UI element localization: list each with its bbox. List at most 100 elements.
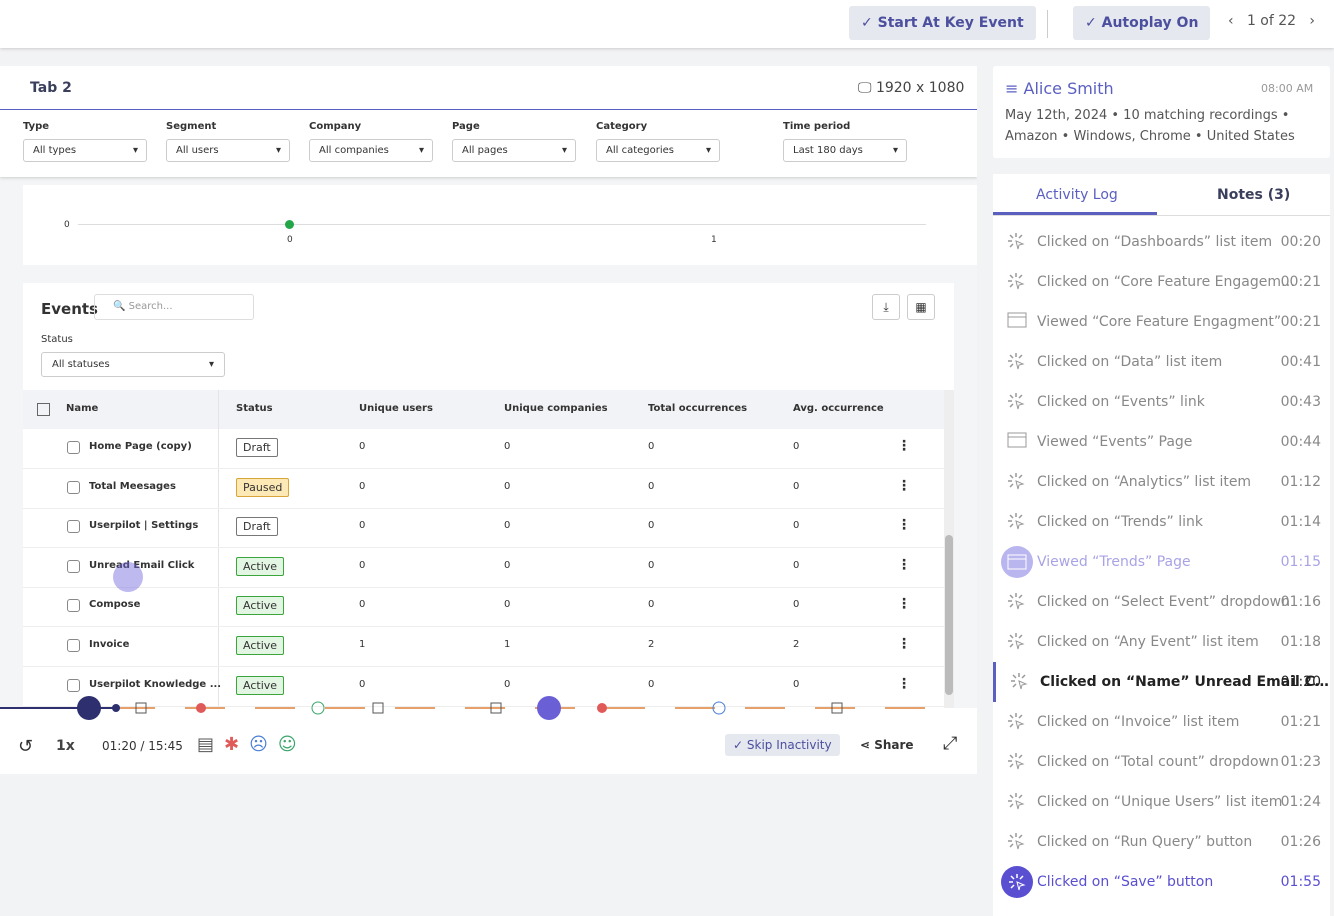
activity-icon bbox=[1007, 272, 1025, 294]
activity-time: 00:21 bbox=[1281, 314, 1321, 330]
start-key-event-button[interactable]: ✓ Start At Key Event bbox=[849, 6, 1036, 40]
activity-item[interactable]: Clicked on “Dashboards” list item00:20 bbox=[993, 222, 1330, 262]
row-menu[interactable]: ⋮ bbox=[897, 438, 911, 454]
download-button[interactable]: ⤓ bbox=[872, 294, 900, 320]
cell-value: 0 bbox=[793, 599, 799, 610]
activity-time: 01:21 bbox=[1281, 714, 1321, 730]
activity-time: 01:16 bbox=[1281, 594, 1321, 610]
rewind-button[interactable]: ↺ bbox=[18, 736, 33, 757]
activity-text: Clicked on “Select Event” dropdown bbox=[1037, 594, 1290, 610]
timeline bbox=[0, 692, 977, 724]
activity-item[interactable]: Viewed “Trends” Page01:15 bbox=[993, 542, 1330, 582]
tab[interactable]: Notes (3) bbox=[1217, 187, 1290, 203]
activity-item[interactable]: Clicked on “Unique Users” list item01:24 bbox=[993, 782, 1330, 822]
row-menu[interactable]: ⋮ bbox=[897, 557, 911, 573]
activity-item[interactable]: Clicked on “Name” Unread Email C…01:20 bbox=[993, 662, 1330, 702]
cell-value: 0 bbox=[648, 441, 654, 452]
column-header: Unique companies bbox=[504, 403, 608, 414]
scrollbar bbox=[944, 390, 954, 708]
row-icon bbox=[67, 481, 80, 494]
activity-item[interactable]: Clicked on “Events” link 00:43 bbox=[993, 382, 1330, 422]
fullscreen-button[interactable]: ⤢ bbox=[943, 733, 957, 754]
cell-value: 0 bbox=[359, 520, 365, 531]
activity-item[interactable]: Clicked on “Select Event” dropdown01:16 bbox=[993, 582, 1330, 622]
dropdown-arrow: ▾ bbox=[562, 145, 567, 156]
filter-select[interactable]: All users▾ bbox=[166, 139, 290, 162]
activity-item[interactable]: Clicked on “Save” button01:55 bbox=[993, 862, 1330, 902]
autoplay-button[interactable]: ✓ Autoplay On bbox=[1073, 6, 1210, 40]
tab[interactable]: Activity Log bbox=[1036, 187, 1118, 203]
status-badge: Draft bbox=[236, 438, 278, 457]
activity-time: 01:20 bbox=[1281, 674, 1321, 690]
filter-select[interactable]: Last 180 days▾ bbox=[783, 139, 907, 162]
cell-value: 0 bbox=[504, 679, 510, 690]
name: Alice Smith bbox=[1024, 79, 1114, 98]
status-select[interactable]: All statuses▾ bbox=[41, 352, 225, 377]
cell-value: 0 bbox=[793, 520, 799, 531]
reaction-buttons[interactable]: ▤✱☹☺ bbox=[197, 734, 307, 755]
x-label: 0 bbox=[287, 235, 293, 245]
activity-icon bbox=[1007, 312, 1027, 332]
activity-text: Clicked on “Total count” dropdown bbox=[1037, 754, 1279, 770]
activity-item[interactable]: Clicked on “Any Event” list item01:18 bbox=[993, 622, 1330, 662]
cell-value: 0 bbox=[648, 520, 654, 531]
activity-icon bbox=[1007, 472, 1025, 494]
activity-panel: Activity Log Notes (3) Clicked on “Dashb… bbox=[993, 174, 1330, 916]
activity-text: Clicked on “Any Event” list item bbox=[1037, 634, 1259, 650]
pager: ‹ 1 of 22 › bbox=[1228, 13, 1315, 29]
row-menu[interactable]: ⋮ bbox=[897, 676, 911, 692]
cell-value: 0 bbox=[359, 441, 365, 452]
table-row: Total MeesagesPaused0000⋮ bbox=[23, 469, 944, 509]
activity-item[interactable]: Clicked on “Trends” link01:14 bbox=[993, 502, 1330, 542]
row-menu[interactable]: ⋮ bbox=[897, 596, 911, 612]
cell-value: 0 bbox=[793, 441, 799, 452]
activity-item[interactable]: Clicked on “Run Query” button01:26 bbox=[993, 822, 1330, 862]
cell-value: 0 bbox=[648, 599, 654, 610]
activity-icon bbox=[1007, 232, 1025, 254]
row-menu[interactable]: ⋮ bbox=[897, 636, 911, 652]
activity-item[interactable]: Clicked on “Invoice” list item01:21 bbox=[993, 702, 1330, 742]
filter-select[interactable]: All pages▾ bbox=[452, 139, 576, 162]
activity-text: Clicked on “Unique Users” list item bbox=[1037, 794, 1282, 810]
activity-item[interactable]: Viewed “Events” Page00:44 bbox=[993, 422, 1330, 462]
status-badge: Draft bbox=[236, 517, 278, 536]
column-header: Name bbox=[66, 403, 98, 414]
filter-label: Time period bbox=[783, 121, 850, 132]
share-button[interactable]: ⋖ Share bbox=[860, 738, 914, 752]
activity-item[interactable]: Viewed “Core Feature Engagment”00:21 bbox=[993, 302, 1330, 342]
table-row: Home Page (copy)Draft0000⋮ bbox=[23, 429, 944, 469]
dropdown-arrow: ▾ bbox=[276, 145, 281, 156]
activity-time: 01:55 bbox=[1281, 874, 1321, 890]
status-badge: Active bbox=[236, 596, 284, 615]
activity-item[interactable]: Clicked on “Data” list item00:41 bbox=[993, 342, 1330, 382]
event-name: Userpilot Knowledge ... bbox=[89, 679, 221, 690]
activity-time: 00:43 bbox=[1281, 394, 1321, 410]
activity-text: Clicked on “Core Feature Engagem… bbox=[1037, 274, 1295, 290]
activity-time: 01:23 bbox=[1281, 754, 1321, 770]
row-icon bbox=[67, 679, 80, 692]
speed[interactable]: 1x bbox=[56, 738, 75, 754]
columns-button[interactable]: ▦ bbox=[907, 294, 935, 320]
activity-item[interactable]: Clicked on “Core Feature Engagem…00:21 bbox=[993, 262, 1330, 302]
activity-item[interactable]: Clicked on “Analytics” list item01:12 bbox=[993, 462, 1330, 502]
activity-item[interactable]: Clicked on “Total count” dropdown01:23 bbox=[993, 742, 1330, 782]
user-meta: Amazon • Windows, Chrome • United States bbox=[1005, 129, 1295, 144]
row-menu[interactable]: ⋮ bbox=[897, 478, 911, 494]
filter-select[interactable]: All companies▾ bbox=[309, 139, 433, 162]
axis-line bbox=[78, 224, 926, 225]
filter-select[interactable]: All types▾ bbox=[23, 139, 147, 162]
activity-icon bbox=[1007, 792, 1025, 814]
row-menu[interactable]: ⋮ bbox=[897, 517, 911, 533]
mini-chart: 0 0 1 bbox=[23, 185, 977, 265]
column-header: Unique users bbox=[359, 403, 433, 414]
skip-inactivity[interactable]: ✓ Skip Inactivity bbox=[725, 734, 840, 756]
search[interactable]: 🔍 Search... bbox=[94, 294, 254, 320]
checkbox[interactable] bbox=[37, 403, 50, 416]
activity-text: Clicked on “Events” link bbox=[1037, 394, 1205, 410]
filter-select[interactable]: All categories▾ bbox=[596, 139, 720, 162]
row-icon bbox=[67, 639, 80, 652]
activity-text: Clicked on “Dashboards” list item bbox=[1037, 234, 1272, 250]
activity-text: Clicked on “Trends” link bbox=[1037, 514, 1203, 530]
activity-icon bbox=[1007, 592, 1025, 614]
label: Skip Inactivity bbox=[747, 738, 832, 752]
